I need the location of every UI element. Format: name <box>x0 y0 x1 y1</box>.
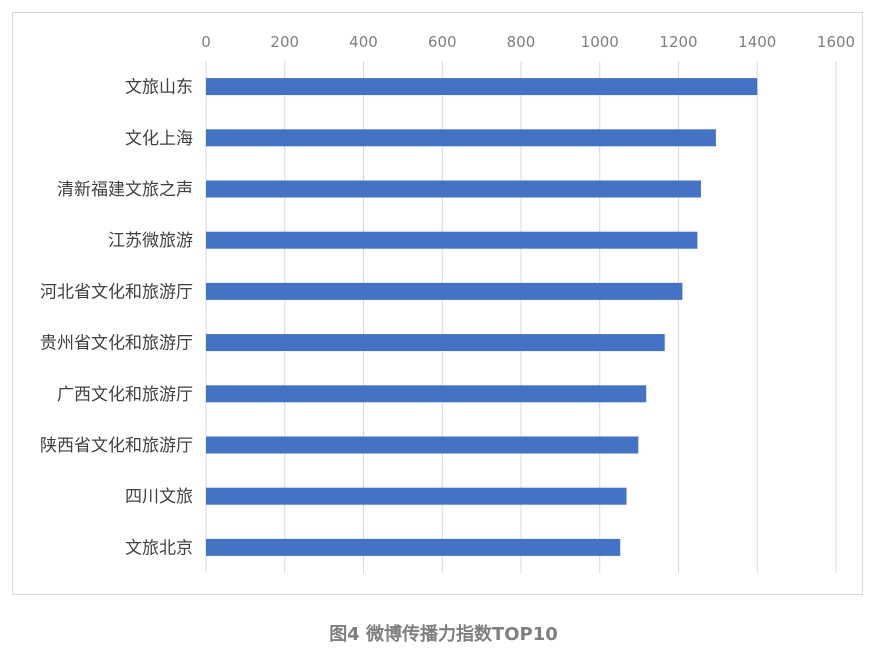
bars <box>206 78 758 556</box>
x-tick-label: 1200 <box>659 33 697 51</box>
x-tick-label: 400 <box>349 33 378 51</box>
figure-caption: 图4 微博传播力指数TOP10 <box>329 624 558 645</box>
bar-7 <box>206 436 639 454</box>
category-label: 陕西省文化和旅游厅 <box>40 436 193 456</box>
bar-1 <box>206 129 716 147</box>
bar-3 <box>206 231 698 249</box>
x-tick-label: 200 <box>270 33 299 51</box>
chart-frame: 0 200 400 600 800 1000 1200 1400 1600 文旅山东文化上海清新… <box>12 12 863 595</box>
category-label: 文旅北京 <box>125 538 193 558</box>
category-label: 清新福建文旅之声 <box>57 180 193 200</box>
bar-5 <box>206 334 665 352</box>
x-tick-label: 1400 <box>738 33 776 51</box>
category-label: 广西文化和旅游厅 <box>57 385 193 405</box>
category-label: 贵州省文化和旅游厅 <box>40 334 193 354</box>
bar-4 <box>206 282 683 300</box>
category-label: 文化上海 <box>125 129 193 149</box>
bar-0 <box>206 78 758 96</box>
bar-9 <box>206 538 621 556</box>
bar-6 <box>206 385 647 403</box>
x-tick-label: 0 <box>201 33 211 51</box>
bar-8 <box>206 487 627 505</box>
x-tick-label: 600 <box>428 33 457 51</box>
category-labels: 文旅山东文化上海清新福建文旅之声江苏微旅游河北省文化和旅游厅贵州省文化和旅游厅广… <box>40 78 193 559</box>
grid-lines <box>205 61 837 573</box>
x-tick-label: 1600 <box>817 33 855 51</box>
x-tick-label: 800 <box>507 33 536 51</box>
x-axis-ticks: 0 200 400 600 800 1000 1200 1400 1600 <box>201 33 855 51</box>
category-label: 文旅山东 <box>125 78 193 98</box>
category-label: 江苏微旅游 <box>108 231 193 251</box>
bar-chart: 0 200 400 600 800 1000 1200 1400 1600 文旅山东文化上海清新… <box>40 33 855 573</box>
bar-2 <box>206 180 701 198</box>
category-label: 河北省文化和旅游厅 <box>40 282 193 302</box>
category-label: 四川文旅 <box>125 487 193 507</box>
x-tick-label: 1000 <box>581 33 619 51</box>
